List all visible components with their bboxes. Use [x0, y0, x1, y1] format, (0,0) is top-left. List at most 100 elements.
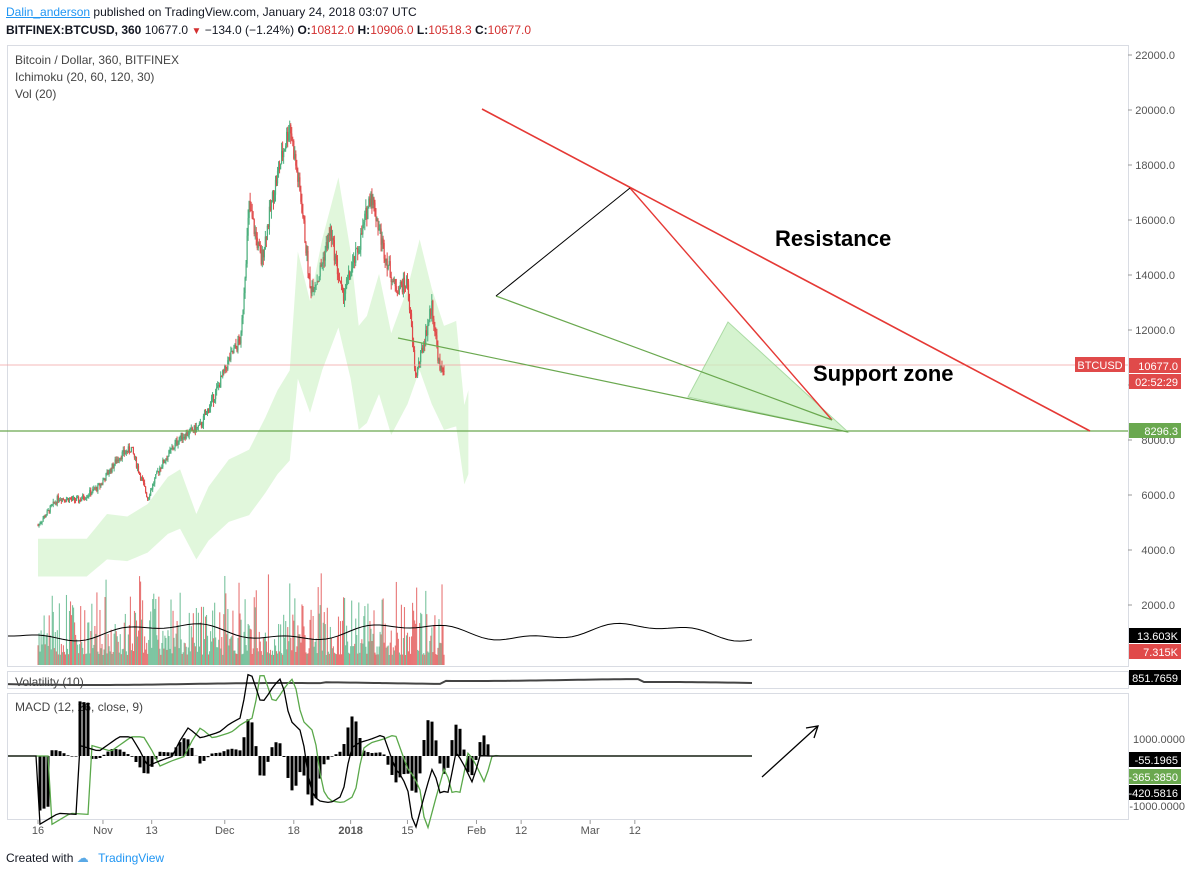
volume-bar	[433, 625, 435, 665]
volume-bar	[324, 624, 326, 665]
candle-body	[132, 447, 135, 454]
volume-bar	[422, 654, 424, 665]
volume-bar	[147, 653, 149, 665]
x-tick-label: Dec	[215, 825, 235, 837]
macd-histogram-bar	[294, 756, 298, 786]
volume-bar	[112, 651, 114, 665]
volume-bar	[398, 652, 400, 665]
candle-body	[197, 425, 199, 427]
candle-body	[113, 464, 115, 469]
candle-body	[92, 488, 94, 493]
macd-histogram-bar	[246, 719, 250, 756]
candle-body	[235, 344, 237, 348]
candle-body	[426, 330, 428, 336]
volume-bar	[224, 575, 226, 665]
macd-histogram-bar	[302, 756, 306, 776]
candle-body	[392, 281, 394, 283]
tradingview-link[interactable]: TradingView	[98, 851, 165, 865]
candle-body	[82, 495, 84, 500]
macd-pane[interactable]	[7, 693, 1129, 820]
candle-body	[337, 274, 340, 278]
volume-bar	[86, 653, 88, 665]
volume-bar	[377, 654, 379, 665]
macd-histogram-bar	[198, 756, 202, 764]
volume-bar	[428, 652, 430, 665]
volume-bar	[132, 651, 135, 665]
candle-body	[421, 347, 423, 351]
volume-bar	[299, 634, 301, 665]
pattern-line	[495, 187, 631, 297]
macd-histogram-bar	[470, 756, 474, 776]
volume-bar	[231, 635, 233, 665]
candle-body	[372, 197, 374, 205]
x-tick-label: 18	[288, 825, 300, 837]
candle-body	[375, 215, 377, 222]
macd-histogram-bar	[74, 756, 78, 757]
volume-bar	[176, 621, 178, 665]
volume-bar	[52, 611, 54, 665]
candle-body	[105, 473, 107, 481]
candle-body	[162, 459, 164, 467]
candle-body	[282, 150, 284, 158]
candle-body	[48, 509, 50, 513]
volume-bar	[74, 622, 76, 665]
volume-bar	[367, 603, 369, 665]
volume-bar	[114, 624, 116, 665]
volume-bar	[419, 623, 421, 665]
volume-bar	[282, 654, 284, 665]
candle-body	[61, 498, 63, 502]
candle-body	[261, 249, 263, 265]
volume-bar	[68, 610, 71, 665]
candle-body	[277, 167, 280, 172]
macd-histogram-bar	[46, 756, 50, 807]
macd-histogram-bar	[342, 744, 346, 756]
volume-bar	[76, 639, 78, 665]
volume-bar	[155, 598, 157, 665]
volume-bar	[230, 637, 232, 665]
candle-body	[46, 510, 48, 516]
author-link[interactable]: Dalin_anderson	[6, 5, 91, 19]
candle-body	[86, 497, 88, 499]
volatility-pane[interactable]	[7, 671, 1129, 689]
candle-body	[203, 413, 206, 417]
candle-body	[72, 497, 75, 499]
volume-bar	[142, 600, 144, 665]
volume-bar	[70, 615, 73, 665]
volume-bar	[413, 610, 415, 665]
candle-body	[242, 309, 244, 319]
volume-bar	[162, 630, 164, 665]
volume-bar	[354, 643, 356, 665]
macd-histogram-bar	[114, 749, 118, 756]
volume-bar	[416, 587, 418, 665]
volume-bar	[58, 603, 60, 665]
price-pane[interactable]	[7, 45, 1129, 667]
volume-bar	[236, 653, 238, 665]
candle-body	[315, 284, 317, 286]
volume-bar	[207, 635, 209, 665]
volume-bar	[403, 607, 406, 665]
volume-bar	[338, 654, 341, 665]
candle-body	[278, 167, 281, 170]
volume-bar	[304, 635, 306, 665]
volume-bar	[96, 592, 98, 665]
candle-body	[320, 265, 322, 267]
candle-body	[141, 477, 144, 481]
volume-bar	[80, 606, 82, 665]
macd-histogram-bar	[358, 737, 362, 756]
candle-body	[144, 486, 147, 493]
volume-bar	[165, 637, 167, 665]
volume-bar	[391, 654, 393, 665]
macd-histogram-bar	[86, 702, 90, 756]
candle-body	[319, 265, 321, 277]
candle-body	[272, 192, 275, 202]
macd-histogram-bar	[190, 747, 194, 756]
candle-body	[353, 256, 355, 263]
volume-bar	[177, 625, 179, 665]
volume-bar	[331, 648, 333, 665]
candle-body	[257, 242, 259, 249]
volume-bar	[315, 638, 317, 665]
candle-body	[225, 364, 227, 369]
macd-histogram-bar	[138, 756, 142, 768]
volume-bar	[131, 643, 133, 665]
